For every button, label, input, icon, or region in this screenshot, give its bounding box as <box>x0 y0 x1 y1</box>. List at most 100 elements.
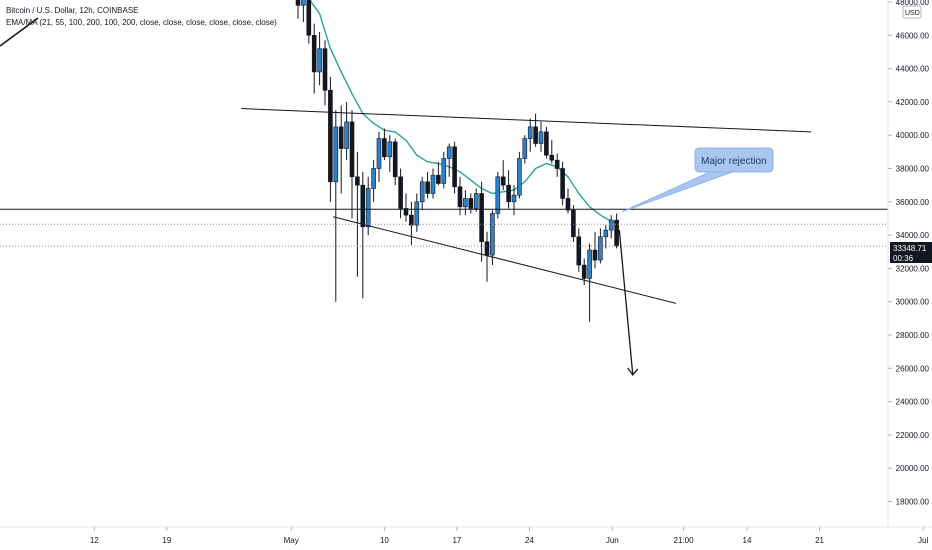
candle <box>490 210 495 266</box>
candle <box>522 135 528 164</box>
candle-body-down <box>560 168 565 199</box>
candle-body-down <box>436 174 441 184</box>
indicator-title[interactable]: EMA/MA (21, 55, 100, 200, 100, 200, clos… <box>6 18 277 27</box>
projection-arrow-shaft <box>618 230 634 376</box>
major-rejection-callout: Major rejection <box>621 147 774 213</box>
candle-body-up <box>419 181 425 203</box>
candle-body-down <box>322 48 328 91</box>
candle <box>382 128 387 161</box>
candle <box>495 171 501 219</box>
candle-body-up <box>430 174 436 194</box>
candle-body-up <box>301 0 306 6</box>
previous-trendline-segment <box>0 17 39 47</box>
time-tick-label: 19 <box>162 536 171 545</box>
candle-body-down <box>533 126 538 144</box>
candle <box>392 138 398 186</box>
symbol-title[interactable]: Bitcoin / U.S. Dollar, 12h, COINBASE <box>6 6 139 15</box>
candle <box>468 193 474 214</box>
price-tick-label: 48000.00 <box>896 0 930 7</box>
candle-body-down <box>576 236 582 266</box>
time-tick-label: Jul <box>918 536 928 545</box>
trendline <box>332 216 677 304</box>
candle <box>603 225 609 249</box>
candle-body-down <box>311 34 317 73</box>
candle-body-up <box>376 138 382 169</box>
candle <box>446 143 452 177</box>
candle <box>371 160 376 202</box>
ema-21-line <box>308 0 617 225</box>
candle-body-up <box>511 194 517 203</box>
candle-body-down <box>392 141 398 178</box>
candle <box>338 105 344 194</box>
candle-body-down <box>349 121 355 178</box>
candle <box>333 110 339 302</box>
candle-body-down <box>571 209 576 238</box>
candle-body-up <box>587 249 592 279</box>
candle <box>306 0 312 44</box>
price-tick-label: 44000.00 <box>896 65 930 74</box>
candle <box>328 76 333 202</box>
candle-body-up <box>603 229 609 238</box>
price-tick-label: 24000.00 <box>896 398 930 407</box>
price-tick-label: 20000.00 <box>896 464 930 473</box>
candle-body-down <box>565 198 571 211</box>
candle-body-up <box>414 201 420 226</box>
candle-body-down <box>554 159 560 169</box>
candle-body-down <box>544 131 549 156</box>
candle <box>538 121 544 152</box>
time-tick-label: Jun <box>606 536 619 545</box>
last-price-tag: 33348.71 00:36 <box>890 242 932 263</box>
candle-body-down <box>592 249 598 261</box>
price-axis[interactable]: 18000.00 20000.00 22000.00 24000.00 26000.00… <box>887 0 930 527</box>
currency-label: USD <box>905 10 920 17</box>
candle <box>554 153 560 177</box>
currency-badge: USD <box>902 5 922 19</box>
trendline <box>241 108 812 133</box>
candle <box>387 135 393 172</box>
candle-body-down <box>328 89 333 183</box>
projection-arrow-head <box>627 367 639 377</box>
price-tick-label: 32000.00 <box>896 264 930 273</box>
candle <box>576 228 582 272</box>
candle-body-up <box>365 188 371 228</box>
candle <box>414 193 420 232</box>
candle <box>360 171 366 299</box>
candle <box>587 243 592 322</box>
candle-body-up <box>317 48 322 73</box>
candle <box>436 161 441 186</box>
candle <box>527 118 533 152</box>
candle <box>295 0 301 19</box>
candle-body-up <box>490 213 495 256</box>
candle-body-down <box>457 186 463 208</box>
candle-body-up <box>495 176 501 214</box>
candle <box>452 141 457 194</box>
candle <box>608 215 614 239</box>
chart-legend: Bitcoin / U.S. Dollar, 12h, COINBASE EMA… <box>6 5 277 29</box>
candle-body-up <box>446 146 452 159</box>
price-tick-label: 28000.00 <box>896 331 930 340</box>
candle <box>425 171 430 199</box>
candle <box>457 176 463 216</box>
time-tick-label: May <box>284 536 299 545</box>
time-tick-label: 12 <box>90 536 99 545</box>
price-tick-label: 26000.00 <box>896 364 930 373</box>
candle <box>344 101 349 161</box>
candle <box>517 151 522 199</box>
candle-body-up <box>473 193 479 209</box>
price-tick-label: 18000.00 <box>896 498 930 507</box>
countdown-timer: 00:36 <box>893 254 914 263</box>
candle-body-down <box>614 219 619 247</box>
time-tick-label: 10 <box>380 536 389 545</box>
candle-body-down <box>306 0 312 36</box>
price-tick-label: 40000.00 <box>896 131 930 140</box>
candle-body-up <box>538 131 544 144</box>
candle-body-down <box>506 184 511 203</box>
candle <box>463 190 468 216</box>
candle-body-down <box>581 264 587 279</box>
candle <box>571 205 576 242</box>
callout-text: Major rejection <box>701 156 767 167</box>
candle-body-up <box>517 158 522 196</box>
candle-body-down <box>382 138 387 158</box>
